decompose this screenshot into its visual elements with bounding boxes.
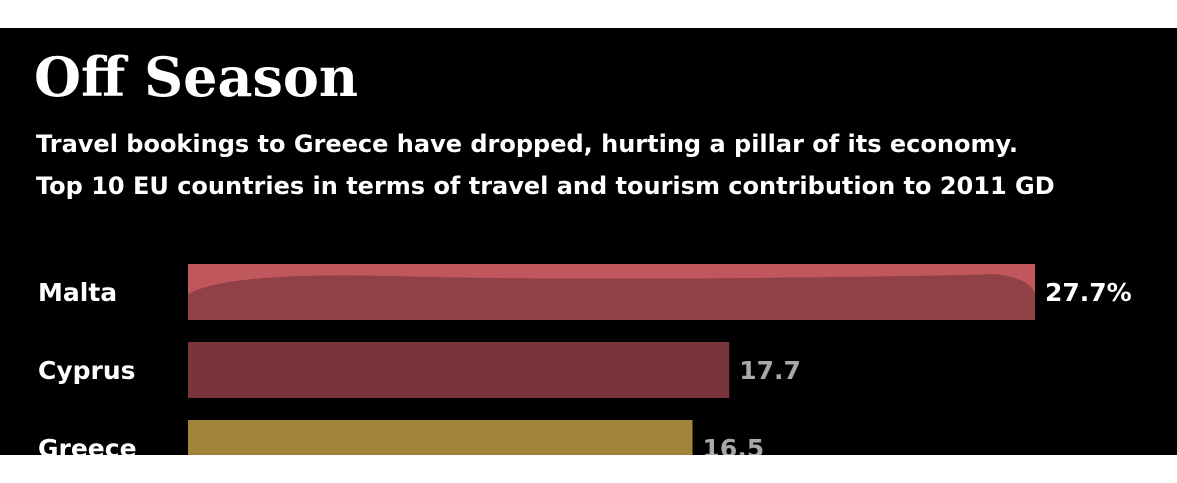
chart-subtitle: Top 10 EU countries in terms of travel a… xyxy=(36,172,1055,200)
chart-subtitle: Travel bookings to Greece have dropped, … xyxy=(36,130,1018,158)
bar xyxy=(188,342,730,398)
bar xyxy=(188,264,1035,320)
category-label: Malta xyxy=(38,278,117,307)
category-label: Cyprus xyxy=(38,356,136,385)
bar xyxy=(188,420,693,455)
bar-texture xyxy=(188,274,1035,320)
chart-title: Off Season xyxy=(34,45,358,109)
value-label: 27.7% xyxy=(1045,278,1132,307)
category-label: Greece xyxy=(38,434,137,463)
value-label: 16.5 xyxy=(703,434,765,463)
chart-content: Off Season Travel bookings to Greece hav… xyxy=(34,45,1132,463)
value-label: 17.7 xyxy=(739,356,801,385)
